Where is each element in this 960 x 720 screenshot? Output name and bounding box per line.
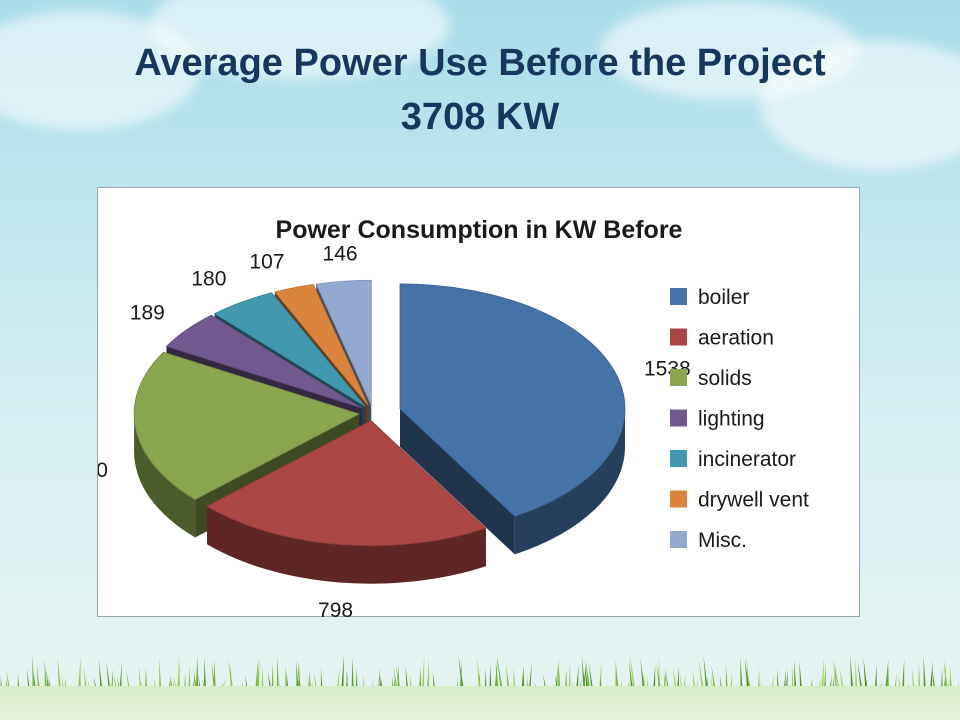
pie-slice-aeration [206, 420, 487, 584]
slide-title: Average Power Use Before the Project 370… [0, 36, 960, 144]
legend-swatch [670, 328, 687, 346]
slide-title-line1: Average Power Use Before the Project [134, 42, 826, 84]
legend: boiler aeration solids lighting incinerator d… [670, 286, 809, 552]
legend-swatch [670, 288, 687, 305]
slice-top-face [274, 284, 369, 406]
legend-swatch [670, 409, 687, 427]
legend-label: drywell vent [698, 489, 809, 512]
data-label: 180 [191, 268, 226, 291]
legend-swatch [670, 490, 687, 508]
legend-label: incinerator [698, 448, 796, 471]
slice-top-face [133, 351, 361, 500]
data-label: 798 [318, 599, 353, 618]
legend-item: aeration [670, 327, 774, 350]
legend-label: lighting [698, 408, 765, 431]
legend-item: boiler [670, 286, 749, 309]
legend-item: incinerator [670, 448, 796, 471]
chart-title: Power Consumption in KW Before [276, 216, 683, 244]
legend-item: Misc. [670, 529, 747, 552]
chart-canvas: Power Consumption in KW Before 153879875… [98, 216, 809, 618]
legend-label: Misc. [698, 529, 747, 552]
slice-top-face [213, 292, 366, 407]
legend-label: aeration [698, 327, 774, 350]
slice-top-face [165, 314, 363, 409]
data-label: 146 [323, 242, 358, 265]
cloud-decoration [760, 40, 960, 170]
data-label: 750 [98, 459, 108, 482]
slice-top-face [399, 283, 626, 517]
slide-title-line2: 3708 KW [400, 96, 560, 138]
slice-top-face [206, 420, 487, 547]
slice-top-face [315, 279, 372, 406]
legend-item: drywell vent [670, 489, 809, 512]
slice-side-wall [400, 408, 515, 555]
slice-outer-wall [134, 413, 196, 538]
ground-decoration [0, 686, 960, 720]
pie-chart: Power Consumption in KW Before 153879875… [97, 187, 860, 618]
legend-label: boiler [698, 286, 749, 309]
data-label: 189 [130, 301, 165, 324]
legend-swatch [670, 369, 687, 386]
legend-item: solids [670, 367, 752, 390]
pie-slice-boiler [399, 283, 626, 555]
legend-swatch [670, 531, 687, 548]
legend-swatch [670, 450, 687, 467]
data-label: 107 [249, 250, 284, 273]
slice-outer-wall [514, 408, 626, 555]
legend-label: solids [698, 367, 752, 390]
pie-slices [133, 279, 626, 584]
legend-item: lighting [670, 408, 765, 431]
data-labels: 1538798750189180107146 [98, 242, 691, 618]
